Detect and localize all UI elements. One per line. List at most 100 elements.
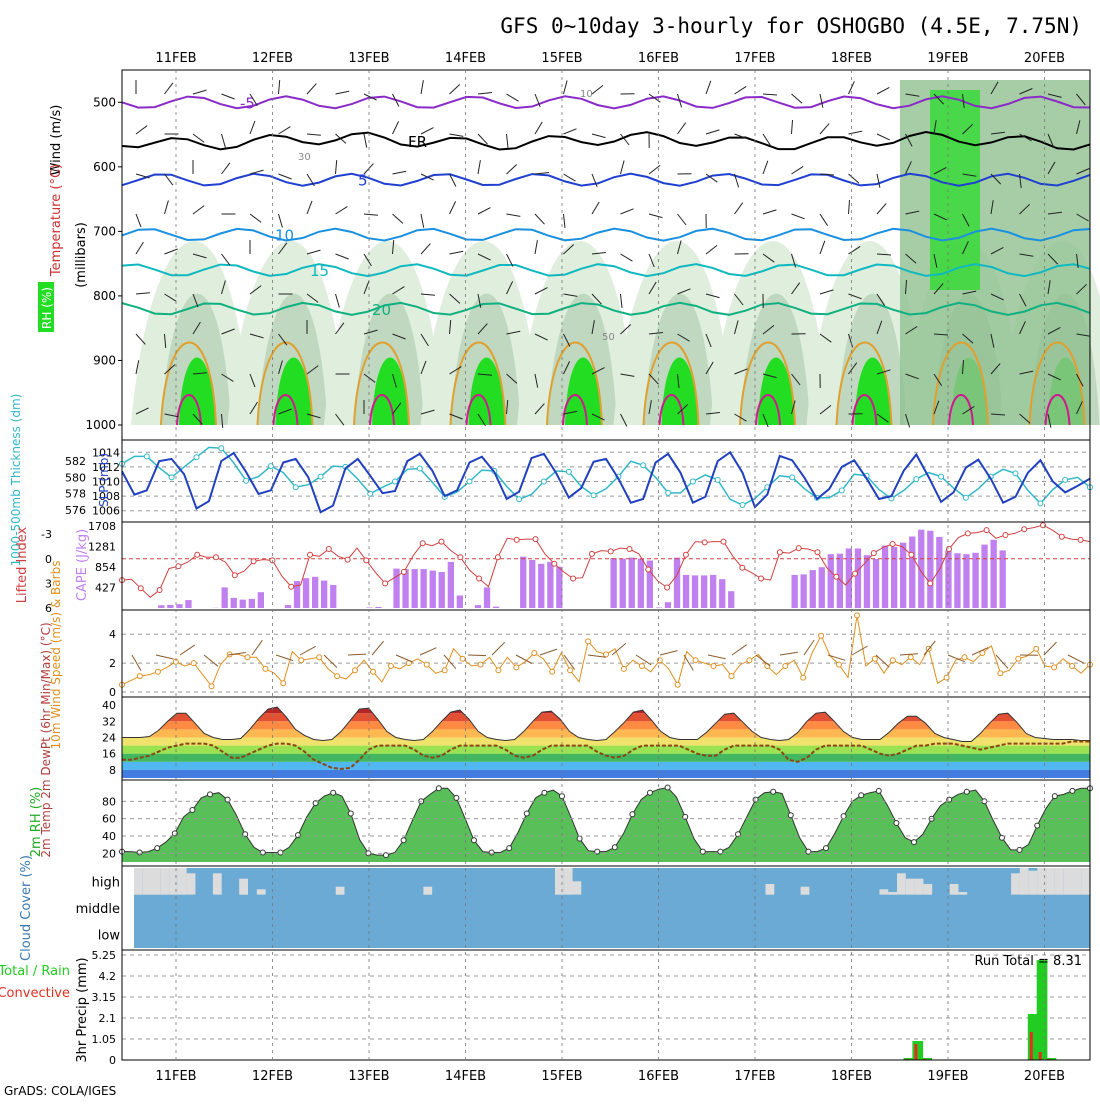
cape-bar — [457, 596, 463, 609]
cape-bar — [321, 581, 327, 608]
cloud-bar-high — [1020, 868, 1029, 895]
precip-tick-label: 2.1 — [99, 1012, 117, 1025]
cape-bar — [900, 543, 906, 608]
lifted-index-line-point — [928, 581, 933, 586]
wind10m-line-point — [514, 665, 519, 670]
cloud-bar-high — [1029, 871, 1038, 895]
wind10m-line-point — [801, 675, 806, 680]
cape-bar — [439, 572, 445, 608]
cloud-row-label-low: low — [98, 929, 121, 944]
cloud-bar-high — [239, 879, 248, 895]
cape-bar — [656, 608, 662, 609]
date-bottom-12feb: 12FEB — [252, 1069, 293, 1084]
cape-bar — [972, 553, 978, 608]
thickness-line-point — [790, 475, 795, 480]
lifted-index-line-point — [871, 551, 876, 556]
cape-bar — [683, 575, 689, 608]
rh2m-line-point — [630, 812, 635, 817]
cloud-bar-high — [143, 868, 152, 895]
cloud-bar-high — [923, 884, 932, 895]
lifted-index-line-point — [383, 581, 388, 586]
wind10m-barb — [300, 646, 316, 655]
thickness-line-point — [244, 478, 249, 483]
lifted-index-line-point — [1022, 527, 1027, 532]
date-top-13feb: 13FEB — [348, 51, 389, 66]
wind10m-line-point — [621, 666, 626, 671]
lifted-index-line-point — [308, 552, 313, 557]
cloud-bar-high — [958, 892, 967, 895]
wind10m-line-point — [568, 668, 573, 673]
wind10m-line-point — [837, 662, 842, 667]
wind10m-line-point — [657, 658, 662, 663]
cape-bar — [873, 559, 879, 608]
wind10m-line-point — [747, 658, 752, 663]
rh2m-line-point — [489, 850, 494, 855]
temperature-contour-label-20: 20 — [372, 301, 391, 319]
wind10m-barb — [180, 645, 195, 655]
lifted-index-line-point — [552, 561, 557, 566]
date-top-15feb: 15FEB — [541, 51, 582, 66]
lifted-index-line-point — [608, 549, 613, 554]
thickness-line-point — [1013, 471, 1018, 476]
wind10m-line-point — [675, 682, 680, 687]
wind10m-barb — [204, 655, 218, 666]
rh2m-ylabel: 2m RH (%) — [29, 787, 44, 858]
rh2m-line-point — [1070, 788, 1075, 793]
lifted-index-line-point — [965, 531, 970, 536]
lifted-index-line-point — [289, 584, 294, 589]
wind10m-barb — [708, 655, 726, 659]
date-bottom-18feb: 18FEB — [831, 1069, 872, 1084]
lifted-index-line-point — [665, 585, 670, 590]
thickness-line-point — [591, 493, 596, 498]
thickness-line-point — [666, 490, 671, 495]
thickness-tick-label: 578 — [65, 488, 86, 501]
wind10m-barb — [348, 654, 366, 655]
cape-bar — [611, 558, 617, 608]
lifted-index-line-point — [138, 586, 143, 591]
rh2m-line-point — [964, 789, 969, 794]
wind10m-line-point — [442, 668, 447, 673]
cloud-bar-high — [423, 887, 432, 895]
thickness-line-point — [219, 446, 224, 451]
date-top-11feb: 11FEB — [155, 51, 196, 66]
cape-bar — [448, 562, 454, 608]
lifted-index-line-point — [232, 573, 237, 578]
wind10m-line-point — [1034, 646, 1039, 651]
precip-tick-label: 5.25 — [92, 949, 117, 962]
wind10m-line-point — [1070, 664, 1075, 669]
rh2m-line-point — [296, 833, 301, 838]
lifted-index-line-point — [157, 588, 162, 593]
lifted-index-line-point — [1059, 534, 1064, 539]
cape-bar — [158, 605, 164, 608]
cape-tick-label: 1708 — [88, 520, 116, 533]
cape-bar — [538, 564, 544, 608]
cape-bar — [529, 560, 535, 608]
cape-bar — [366, 608, 372, 609]
date-top-16feb: 16FEB — [638, 51, 679, 66]
cloud-bar-high — [1046, 868, 1055, 895]
wind10m-barb — [396, 655, 413, 662]
cloud-bar-high — [950, 884, 959, 895]
rh2m-line-point — [912, 840, 917, 845]
cape-bar — [185, 600, 191, 608]
rh2m-tick-label: 40 — [102, 830, 116, 843]
rh2m-line-point — [208, 792, 213, 797]
precip-total-bar — [1037, 960, 1048, 1060]
cloud-bar-high — [897, 873, 906, 894]
wind10m-barb — [900, 654, 918, 655]
rh2m-line-point — [577, 836, 582, 841]
lifted-index-line-point — [326, 547, 331, 552]
wind10m-line-point — [245, 655, 250, 660]
rh2m-line-point — [1052, 794, 1057, 799]
rh2m-line-point — [612, 845, 617, 850]
cloud-bar-high — [573, 881, 582, 894]
cape-bar — [620, 559, 626, 608]
cloud-bar-high — [1064, 868, 1073, 895]
thickness-tick-label: 582 — [65, 455, 86, 468]
thickness-line-point — [144, 454, 149, 459]
lifted-index-line-point — [834, 574, 839, 579]
rh-contour-label-50: 50 — [602, 332, 615, 343]
cape-bar — [520, 557, 526, 608]
cape-bar — [810, 570, 816, 608]
date-top-12feb: 12FEB — [252, 51, 293, 66]
